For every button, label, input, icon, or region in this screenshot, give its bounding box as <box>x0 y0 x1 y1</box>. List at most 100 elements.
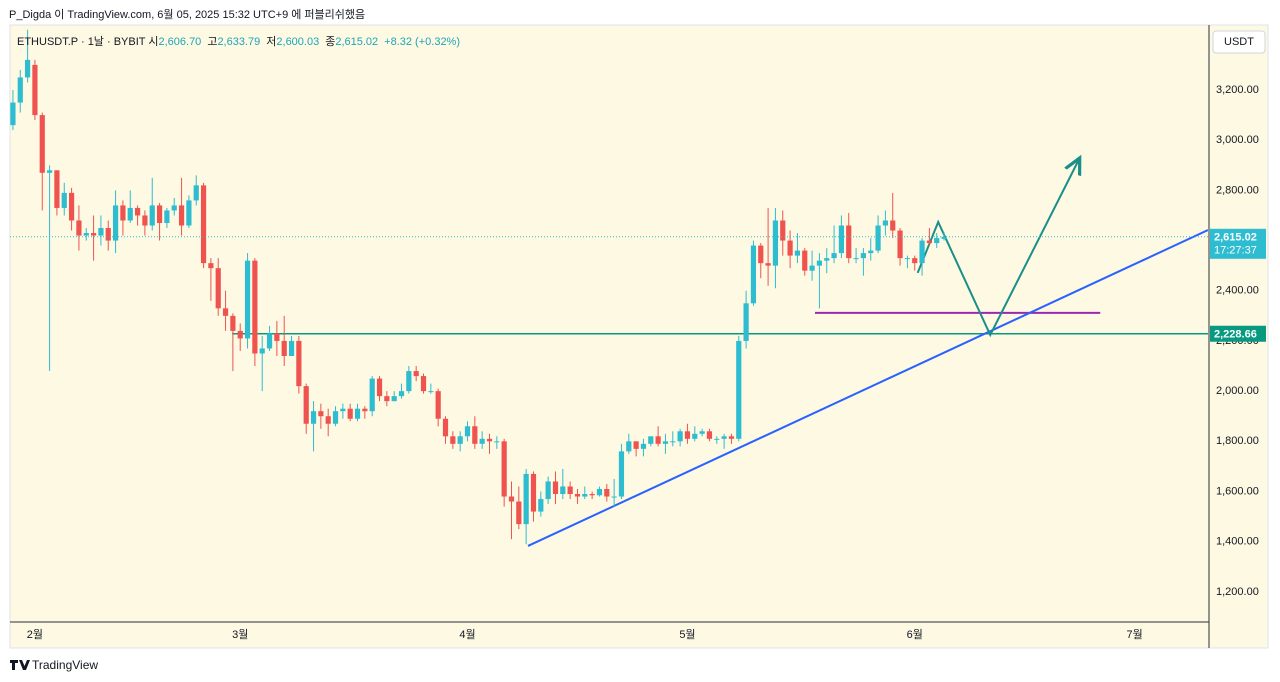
candle-body <box>926 240 932 244</box>
candle-body <box>567 486 573 495</box>
candle-body <box>450 436 456 444</box>
candle-body <box>868 250 874 254</box>
currency-box <box>1212 30 1266 54</box>
candle-body <box>472 426 478 444</box>
candle-body <box>736 340 742 439</box>
candle-body <box>303 386 309 424</box>
ohlc-value: 2,633.79 <box>217 36 261 48</box>
candle-body <box>384 396 390 402</box>
candle-body <box>186 200 192 226</box>
y-tick-label: 2,000.00 <box>1216 385 1259 397</box>
candle-body <box>479 438 485 444</box>
candle-body <box>230 315 236 331</box>
candle-body <box>824 258 830 261</box>
candle-body <box>105 228 111 241</box>
candle-body <box>802 250 808 271</box>
candle-body <box>391 396 397 402</box>
candle-body <box>809 265 815 271</box>
candle-body <box>457 436 463 444</box>
candle-body <box>142 215 148 226</box>
candle-body <box>428 391 434 393</box>
candle-body <box>120 205 126 221</box>
y-tick-label: 1,200.00 <box>1216 586 1259 598</box>
candle-body <box>156 205 163 223</box>
logo <box>10 660 30 670</box>
candle-body <box>787 240 793 256</box>
candle-body <box>318 411 324 417</box>
candle-body <box>10 102 16 126</box>
candle-body <box>743 303 749 341</box>
candle-body <box>486 438 493 442</box>
candle-body <box>670 441 676 443</box>
candle-body <box>252 260 258 354</box>
candle-body <box>464 426 471 437</box>
candle-body <box>398 391 405 397</box>
candle-body <box>164 210 170 223</box>
candle-body <box>875 225 881 251</box>
trend-line <box>527 229 1208 547</box>
candle-body <box>266 333 273 349</box>
candle-body <box>758 245 764 264</box>
candle-body <box>655 436 661 444</box>
candle-body <box>274 333 280 341</box>
candle-body <box>545 481 551 500</box>
ohlc-value: 2,606.70 <box>158 36 202 48</box>
candle-body <box>68 192 75 221</box>
candle-body <box>76 220 82 236</box>
candle-body <box>904 258 911 260</box>
candle-body <box>530 473 537 512</box>
ohlc-label: 종 <box>325 36 336 48</box>
legend: ETHUSDT.P · 1날 · BYBIT 시2,606.70 고2,633.7… <box>17 33 466 49</box>
candle-body <box>310 411 317 424</box>
candle-body <box>912 258 918 264</box>
candle-body <box>560 486 566 495</box>
candle-body <box>919 240 925 264</box>
candle-body <box>83 233 89 236</box>
candle-body <box>208 263 214 269</box>
candle-body <box>134 207 141 216</box>
candle-body <box>640 443 647 449</box>
candle-body <box>54 170 60 208</box>
level-label: 2,228.66 <box>1214 329 1257 341</box>
y-tick-label: 3,200.00 <box>1216 84 1259 96</box>
candle-body <box>882 220 889 226</box>
candle-body <box>420 376 427 392</box>
candle-body <box>354 408 361 419</box>
candle-body <box>633 441 639 449</box>
ohlc-label: 저 <box>266 36 277 48</box>
candle-body <box>589 494 595 496</box>
candle-body <box>200 185 207 264</box>
candle-body <box>193 185 199 201</box>
projection-path <box>916 158 1080 338</box>
candle-body <box>765 263 771 266</box>
y-tick-label: 1,400.00 <box>1216 536 1259 548</box>
candle-body <box>347 408 353 419</box>
candle-body <box>288 340 295 356</box>
brand: TradingView <box>32 658 99 672</box>
candle-body <box>516 501 522 525</box>
candle-body <box>934 238 940 244</box>
candle-body <box>215 268 221 309</box>
candle-body <box>604 488 610 497</box>
candle-body <box>237 330 243 339</box>
candle-body <box>39 115 45 173</box>
plot <box>10 29 1208 547</box>
candle-body <box>941 236 947 239</box>
candle-body <box>538 499 544 512</box>
candle-body <box>890 220 896 231</box>
ohlc-label: 시 <box>148 36 159 48</box>
candle-body <box>706 431 713 439</box>
y-tick-label: 1,600.00 <box>1216 485 1259 497</box>
candle-body <box>178 205 185 226</box>
candle-body <box>582 494 588 497</box>
candle-body <box>772 220 779 266</box>
x-tick-label: 6월 <box>907 628 923 641</box>
candle-body <box>281 340 287 356</box>
chart-background <box>9 24 1269 649</box>
candle-body <box>684 431 691 439</box>
candle-body <box>574 494 581 497</box>
candle-body <box>596 488 603 496</box>
candle-body <box>32 64 38 116</box>
candle-body <box>149 205 155 226</box>
candle-body <box>860 253 867 259</box>
